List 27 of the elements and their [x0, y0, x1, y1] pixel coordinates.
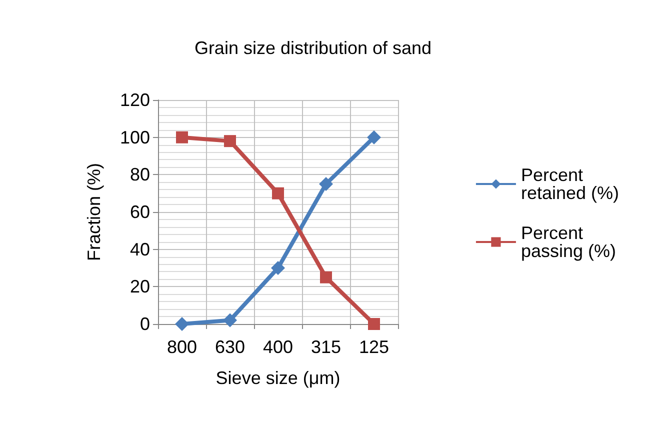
y-tick-label: 60	[130, 202, 150, 222]
x-tick-label: 125	[358, 337, 390, 357]
legend-label: Percent retained (%)	[520, 165, 620, 203]
point	[320, 271, 332, 284]
y-tick-label: 80	[130, 164, 150, 185]
point	[176, 131, 188, 144]
point	[223, 313, 237, 328]
point	[368, 318, 380, 330]
y-tick-label: 120	[120, 90, 150, 110]
legend-label: Percent passing (%)	[520, 223, 616, 261]
y-axis-title: Fraction (%)	[84, 162, 104, 262]
x-tick-label: 400	[262, 337, 294, 357]
point	[224, 135, 236, 148]
point	[367, 130, 381, 144]
y-tick-label: 0	[140, 314, 150, 334]
y-tick-label: 100	[120, 127, 150, 148]
chart-title: Grain size distribution of sand	[194, 38, 432, 58]
y-tick-label: 20	[130, 276, 150, 297]
point	[272, 187, 284, 200]
y-tick-label: 40	[130, 239, 150, 260]
point	[271, 261, 285, 275]
x-tick-label: 630	[214, 337, 246, 357]
x-tick-label: 800	[166, 337, 198, 357]
x-tick-label: 315	[310, 337, 342, 357]
point	[319, 177, 333, 191]
x-axis-title: Sieve size (μm)	[216, 368, 340, 388]
point	[175, 317, 189, 331]
